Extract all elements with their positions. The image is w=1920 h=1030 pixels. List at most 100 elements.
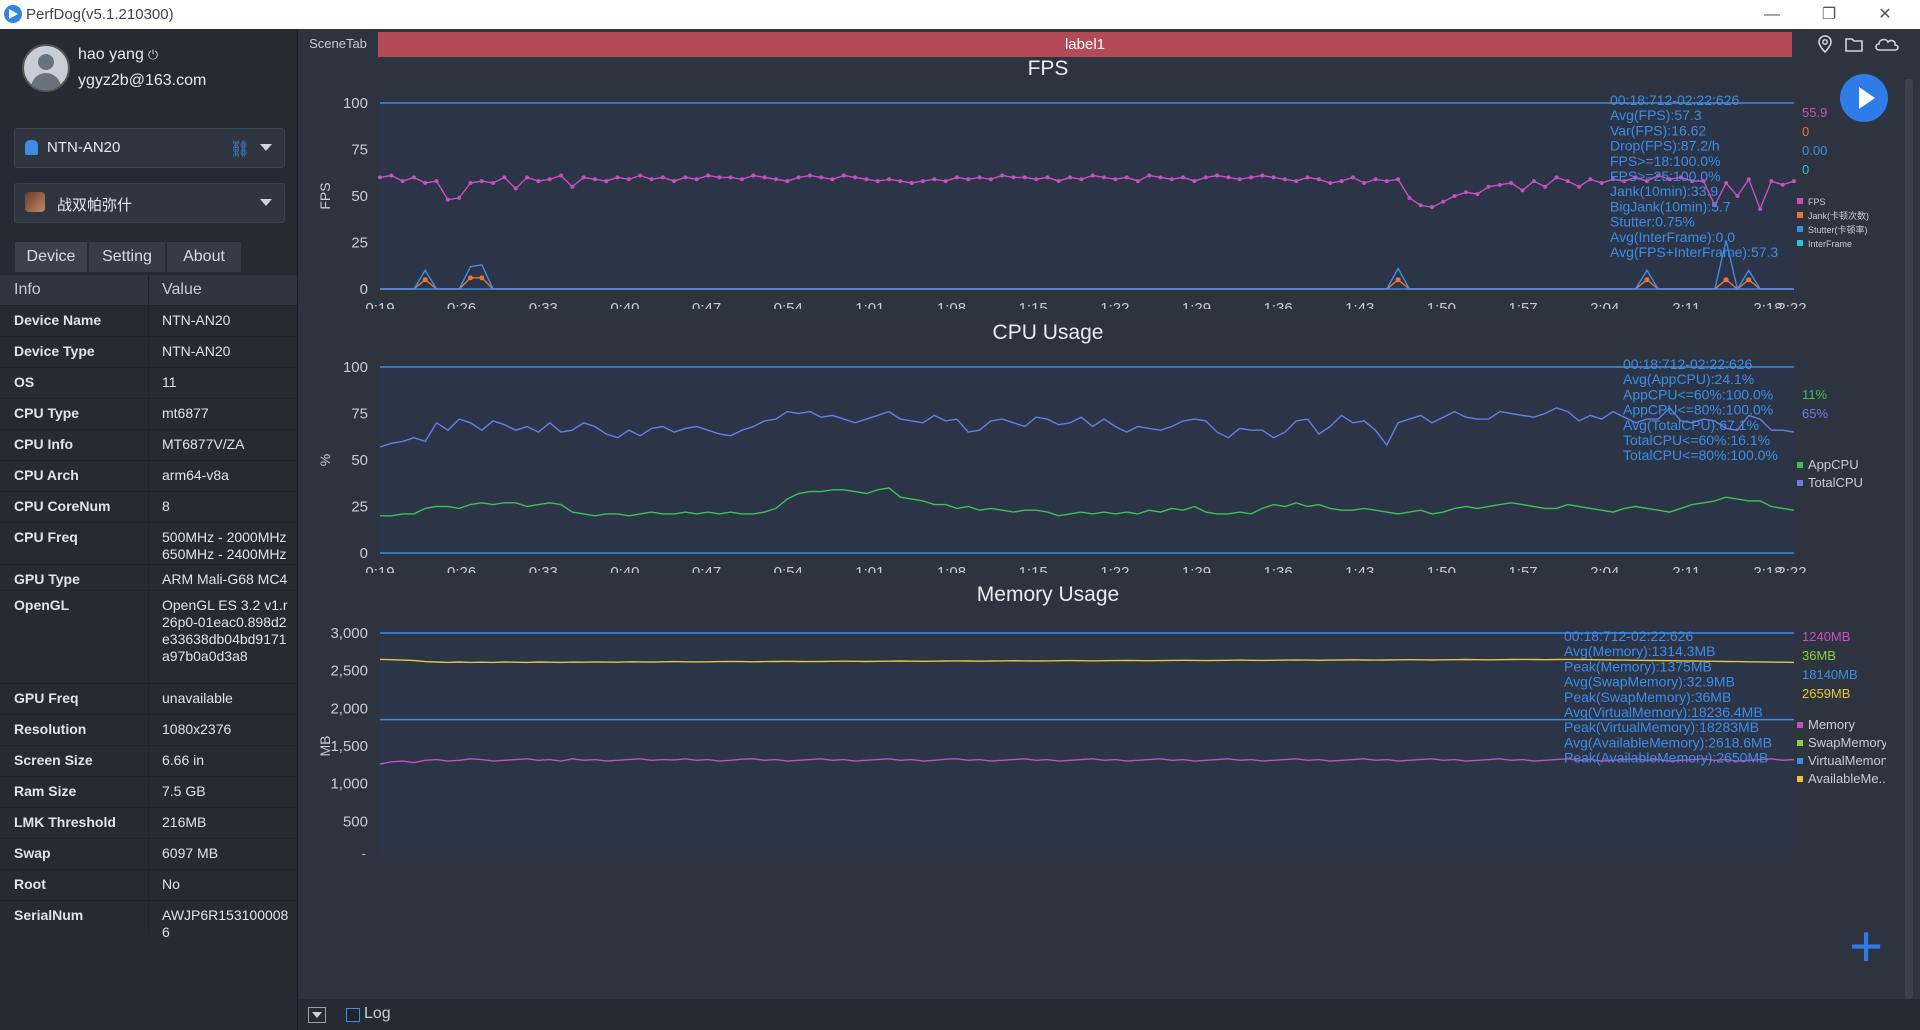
fps-point — [1147, 173, 1152, 178]
x-tick-label: 1:50 — [1427, 300, 1456, 309]
fps-point — [1667, 177, 1672, 182]
expand-dropdown-button[interactable] — [308, 1007, 326, 1023]
tab-about[interactable]: About — [166, 241, 242, 273]
fps-point — [491, 180, 496, 185]
info-value: arm64-v8a — [162, 467, 229, 483]
fps-point — [966, 177, 971, 182]
fps-point — [525, 175, 530, 180]
device-select-value: NTN-AN20 — [47, 139, 121, 156]
info-value: MT6877V/ZA — [162, 436, 245, 452]
stats-text: Avg(InterFrame):0.0 — [1610, 229, 1735, 245]
window-title: PerfDog(v5.1.210300) — [26, 6, 174, 23]
x-tick-label: 1:15 — [1019, 300, 1048, 309]
fps-point — [626, 177, 631, 182]
column-divider — [148, 275, 149, 935]
scene-tab[interactable]: SceneTab — [298, 31, 378, 57]
scrollbar-thumb[interactable] — [1905, 79, 1913, 999]
info-value: 6.66 in — [162, 752, 205, 768]
info-value: OpenGL ES 3.2 v1.r26p0-01eac0.898d2e3363… — [162, 597, 288, 664]
plot-area — [380, 367, 1794, 553]
tab-setting[interactable]: Setting — [88, 241, 166, 273]
fps-point — [1554, 175, 1559, 180]
x-tick-label: 0:33 — [529, 300, 558, 309]
add-chart-button[interactable]: + — [1849, 914, 1883, 979]
fps-point — [920, 179, 925, 184]
info-row: Swap 6097 MB — [0, 838, 297, 869]
jank-point — [1723, 277, 1729, 283]
fps-point — [762, 175, 767, 180]
x-tick-label: 0:19 — [365, 564, 394, 573]
folder-icon[interactable] — [1843, 33, 1865, 55]
info-row: Device Type NTN-AN20 — [0, 336, 297, 367]
x-tick-label: 2:22 — [1777, 300, 1806, 309]
fps-chart[interactable]: 0 25 50 75 100 FPS 0:19 0:26 0:33 0:40 0:47 0:54 1:0… — [298, 51, 1886, 339]
series-line-totalcpu — [379, 406, 1795, 448]
fps-point — [1475, 192, 1480, 197]
x-tick-label: 1:36 — [1264, 564, 1293, 573]
link-icon[interactable]: ⛓ — [229, 141, 250, 158]
fps-point — [1656, 173, 1661, 178]
legend-swatch — [1797, 198, 1803, 204]
info-value: 500MHz - 2000MHz 650MHz - 2400MHz — [162, 529, 287, 562]
x-tick-label: 1:29 — [1182, 300, 1211, 309]
stats-text: Avg(AvailableMemory):2618.6MB — [1564, 734, 1772, 750]
current-value: 0 — [1802, 162, 1809, 177]
fps-point — [1384, 179, 1389, 184]
fps-point — [1644, 179, 1649, 184]
info-key: CPU Arch — [14, 467, 79, 483]
cpu-chart[interactable]: 0 25 50 75 100% 0:19 0:26 0:33 0:40 0:47 0:54 1:01 1… — [298, 315, 1886, 603]
fps-point — [909, 180, 914, 185]
x-tick-label: 1:43 — [1345, 300, 1374, 309]
avatar[interactable] — [22, 44, 70, 92]
series-line-availablememory — [379, 658, 1795, 664]
scene-label-bar[interactable]: label1 — [378, 32, 1792, 57]
log-checkbox[interactable] — [346, 1008, 360, 1022]
current-value: 2659MB — [1802, 686, 1850, 701]
fps-point — [807, 173, 812, 178]
fps-point — [954, 175, 959, 180]
fps-point — [378, 175, 382, 180]
fps-point — [932, 177, 937, 182]
cloud-icon[interactable] — [1872, 33, 1900, 55]
minimize-button[interactable]: — — [1764, 6, 1780, 23]
info-row: CPU Info MT6877V/ZA — [0, 429, 297, 460]
app-select[interactable]: 战双帕弥什 — [14, 183, 285, 223]
info-row: Device Name NTN-AN20 — [0, 305, 297, 336]
fps-point — [1226, 175, 1231, 180]
fps-point — [1203, 175, 1208, 180]
info-key: Screen Size — [14, 752, 93, 768]
fps-point — [1079, 177, 1084, 182]
stats-text: FPS>=18:100.0% — [1610, 153, 1721, 169]
memory-chart[interactable]: 05001,0001,5002,0002,5003,000MB0:190:260… — [298, 579, 1892, 909]
plot-area — [380, 103, 1794, 289]
y-tick-label: 0 — [360, 545, 368, 562]
tab-device[interactable]: Device — [14, 241, 88, 273]
y-tick-label: 25 — [351, 235, 368, 252]
info-key: CPU Freq — [14, 529, 78, 545]
y-tick-label: 1,500 — [330, 738, 368, 755]
info-row: CPU CoreNum 8 — [0, 491, 297, 522]
restore-button[interactable]: ❐ — [1821, 6, 1837, 23]
x-tick-label: 0:54 — [774, 300, 803, 309]
fps-point — [1124, 175, 1129, 180]
stats-text: TotalCPU<=60%:16.1% — [1623, 432, 1770, 448]
fps-point — [943, 179, 948, 184]
fps-point — [1792, 179, 1796, 184]
scrollbar[interactable] — [1902, 61, 1916, 1019]
legend-swatch — [1797, 740, 1803, 746]
close-button[interactable]: ✕ — [1878, 6, 1892, 23]
info-row: Root No — [0, 869, 297, 900]
fps-point — [1215, 173, 1220, 178]
device-select[interactable]: NTN-AN20 ⛓ — [14, 128, 285, 168]
info-value: 11 — [162, 374, 177, 390]
fps-point — [683, 175, 688, 180]
stats-text: Peak(SwapMemory):36MB — [1564, 689, 1731, 705]
x-tick-label: 1:08 — [937, 564, 966, 573]
play-button[interactable] — [1840, 74, 1888, 122]
stats-text: Avg(VirtualMemory):18236.4MB — [1564, 704, 1763, 720]
location-pin-icon[interactable] — [1814, 33, 1836, 55]
x-tick-label: 0:47 — [692, 564, 721, 573]
power-icon[interactable]: ⏻ — [147, 47, 159, 62]
fps-point — [660, 175, 665, 180]
stats-text: FPS>=25:100.0% — [1610, 168, 1721, 184]
